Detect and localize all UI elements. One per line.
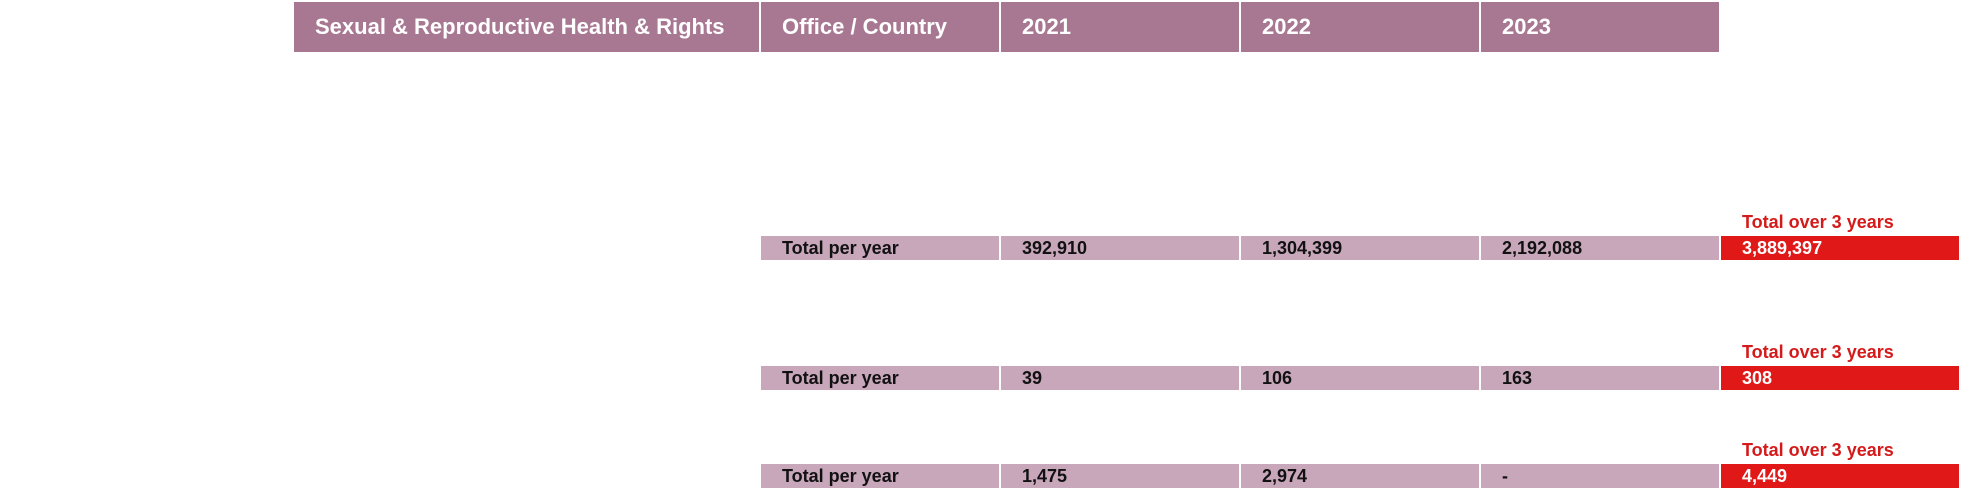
total-over-3-years-value: 308 (1721, 366, 1959, 390)
value-2021: 39 (1001, 366, 1239, 390)
total-over-3-years-label: Total over 3 years (1742, 440, 1894, 460)
row-label: Total per year (761, 464, 999, 488)
total-over-3-years-value: 4,449 (1721, 464, 1959, 488)
value-2022: 2,974 (1241, 464, 1479, 488)
header-year-2021: 2021 (1001, 2, 1239, 52)
total-over-3-years-value: 3,889,397 (1721, 236, 1959, 260)
value-2023: 163 (1481, 366, 1719, 390)
value-2023: 2,192,088 (1481, 236, 1719, 260)
header-year-2023: 2023 (1481, 2, 1719, 52)
row-label: Total per year (761, 236, 999, 260)
value-2021: 392,910 (1001, 236, 1239, 260)
header-year-2022: 2022 (1241, 2, 1479, 52)
value-2023: - (1481, 464, 1719, 488)
total-over-3-years-label: Total over 3 years (1742, 342, 1894, 362)
header-topic: Sexual & Reproductive Health & Rights (294, 2, 759, 52)
value-2022: 106 (1241, 366, 1479, 390)
total-over-3-years-label: Total over 3 years (1742, 212, 1894, 232)
header-office-country: Office / Country (761, 2, 999, 52)
value-2021: 1,475 (1001, 464, 1239, 488)
value-2022: 1,304,399 (1241, 236, 1479, 260)
row-label: Total per year (761, 366, 999, 390)
